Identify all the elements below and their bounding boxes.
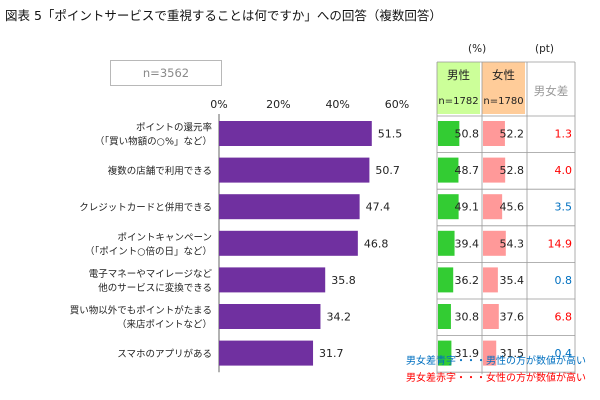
percent-unit-label: (%) — [468, 43, 487, 55]
female-bar — [483, 121, 505, 146]
female-bar — [483, 194, 503, 220]
male-value-label: 48.7 — [455, 164, 480, 177]
bar-value-label: 35.8 — [331, 274, 356, 287]
female-bar — [483, 230, 506, 256]
category-label: 電子マネーやマイレージなど — [89, 269, 213, 280]
female-bar — [483, 157, 506, 183]
male-value-label: 36.2 — [455, 274, 480, 287]
male-value-label: 50.8 — [455, 128, 480, 141]
male-bar — [438, 340, 452, 366]
female-bar — [483, 304, 499, 329]
female-bar — [483, 267, 498, 293]
bar-value-label: 51.5 — [378, 128, 403, 141]
gender-diff-value: 3.5 — [555, 201, 573, 214]
female-value-label: 52.2 — [500, 128, 525, 141]
total-sample-size-box: n=3562 — [110, 60, 222, 86]
category-label: （「買い物額の○%」など） — [95, 136, 212, 148]
female-column-header: 女性 n=1780 — [482, 62, 525, 114]
male-bar — [438, 230, 455, 256]
female-header-label: 女性 — [492, 68, 515, 82]
female-value-label: 45.6 — [500, 201, 525, 214]
category-label: （来店ポイントなど） — [117, 319, 212, 331]
category-label: 買い物以外でもポイントがたまる — [70, 305, 212, 317]
gender-diff-value: 0.4 — [555, 347, 573, 360]
male-bar — [438, 304, 451, 329]
male-bar — [438, 194, 459, 220]
male-bar — [438, 157, 459, 183]
male-column-header: 男性 n=1782 — [437, 62, 480, 114]
male-sample-size: n=1782 — [438, 96, 479, 107]
bar — [219, 230, 358, 256]
category-label: スマホのアプリがある — [117, 348, 212, 360]
chart-title: 図表 5「ポイントサービスで重視することは何ですか」への回答（複数回答） — [5, 8, 442, 23]
bar — [219, 194, 360, 220]
female-bar — [483, 340, 497, 366]
gender-diff-value: 0.8 — [555, 274, 573, 287]
bar — [219, 304, 321, 329]
male-value-label: 39.4 — [455, 237, 480, 250]
gender-diff-value: 4.0 — [555, 164, 573, 177]
category-label: クレジットカードと併用できる — [79, 202, 212, 214]
category-label: 複数の店舗で利用できる — [108, 165, 212, 177]
bar — [219, 267, 326, 293]
female-sample-size: n=1780 — [483, 96, 524, 107]
male-value-label: 31.9 — [455, 347, 480, 360]
male-value-label: 30.8 — [455, 311, 480, 324]
bar-value-label: 50.7 — [375, 164, 400, 177]
legend-note-red: 男女差赤字・・・女性の方が数値が高い — [406, 373, 586, 384]
category-label: （「ポイント○倍の日」など） — [85, 245, 212, 257]
female-value-label: 52.8 — [500, 164, 525, 177]
x-tick-label: 0% — [210, 98, 227, 111]
legend-note-blue: 男女差青字・・・男性の方が数値が高い — [406, 356, 586, 367]
x-tick-label: 20% — [266, 98, 290, 111]
bar — [219, 340, 314, 366]
category-label: 他のサービスに変換できる — [98, 282, 212, 294]
bar-value-label: 47.4 — [366, 201, 391, 214]
point-unit-label: (pt) — [535, 43, 554, 55]
x-tick-label: 40% — [325, 98, 349, 111]
female-value-label: 31.5 — [500, 347, 525, 360]
gender-diff-value: 6.8 — [555, 311, 573, 324]
female-value-label: 54.3 — [500, 237, 525, 250]
male-header-label: 男性 — [447, 68, 470, 82]
male-bar — [438, 267, 454, 293]
female-value-label: 35.4 — [500, 274, 525, 287]
bar-value-label: 34.2 — [326, 311, 351, 324]
bar — [219, 121, 372, 146]
category-label: ポイントの還元率 — [136, 122, 213, 134]
bar — [219, 157, 370, 183]
diff-column-header: 男女差 — [527, 62, 575, 114]
male-value-label: 49.1 — [455, 201, 480, 214]
male-bar — [438, 121, 460, 146]
female-value-label: 37.6 — [500, 311, 525, 324]
x-tick-label: 60% — [385, 98, 409, 111]
bar-value-label: 46.8 — [364, 237, 389, 250]
gender-diff-value: 1.3 — [555, 128, 573, 141]
category-label: ポイントキャンペーン — [117, 232, 212, 243]
diff-header-label: 男女差 — [533, 84, 569, 98]
gender-diff-value: 14.9 — [548, 237, 573, 250]
bar-value-label: 31.7 — [319, 347, 344, 360]
